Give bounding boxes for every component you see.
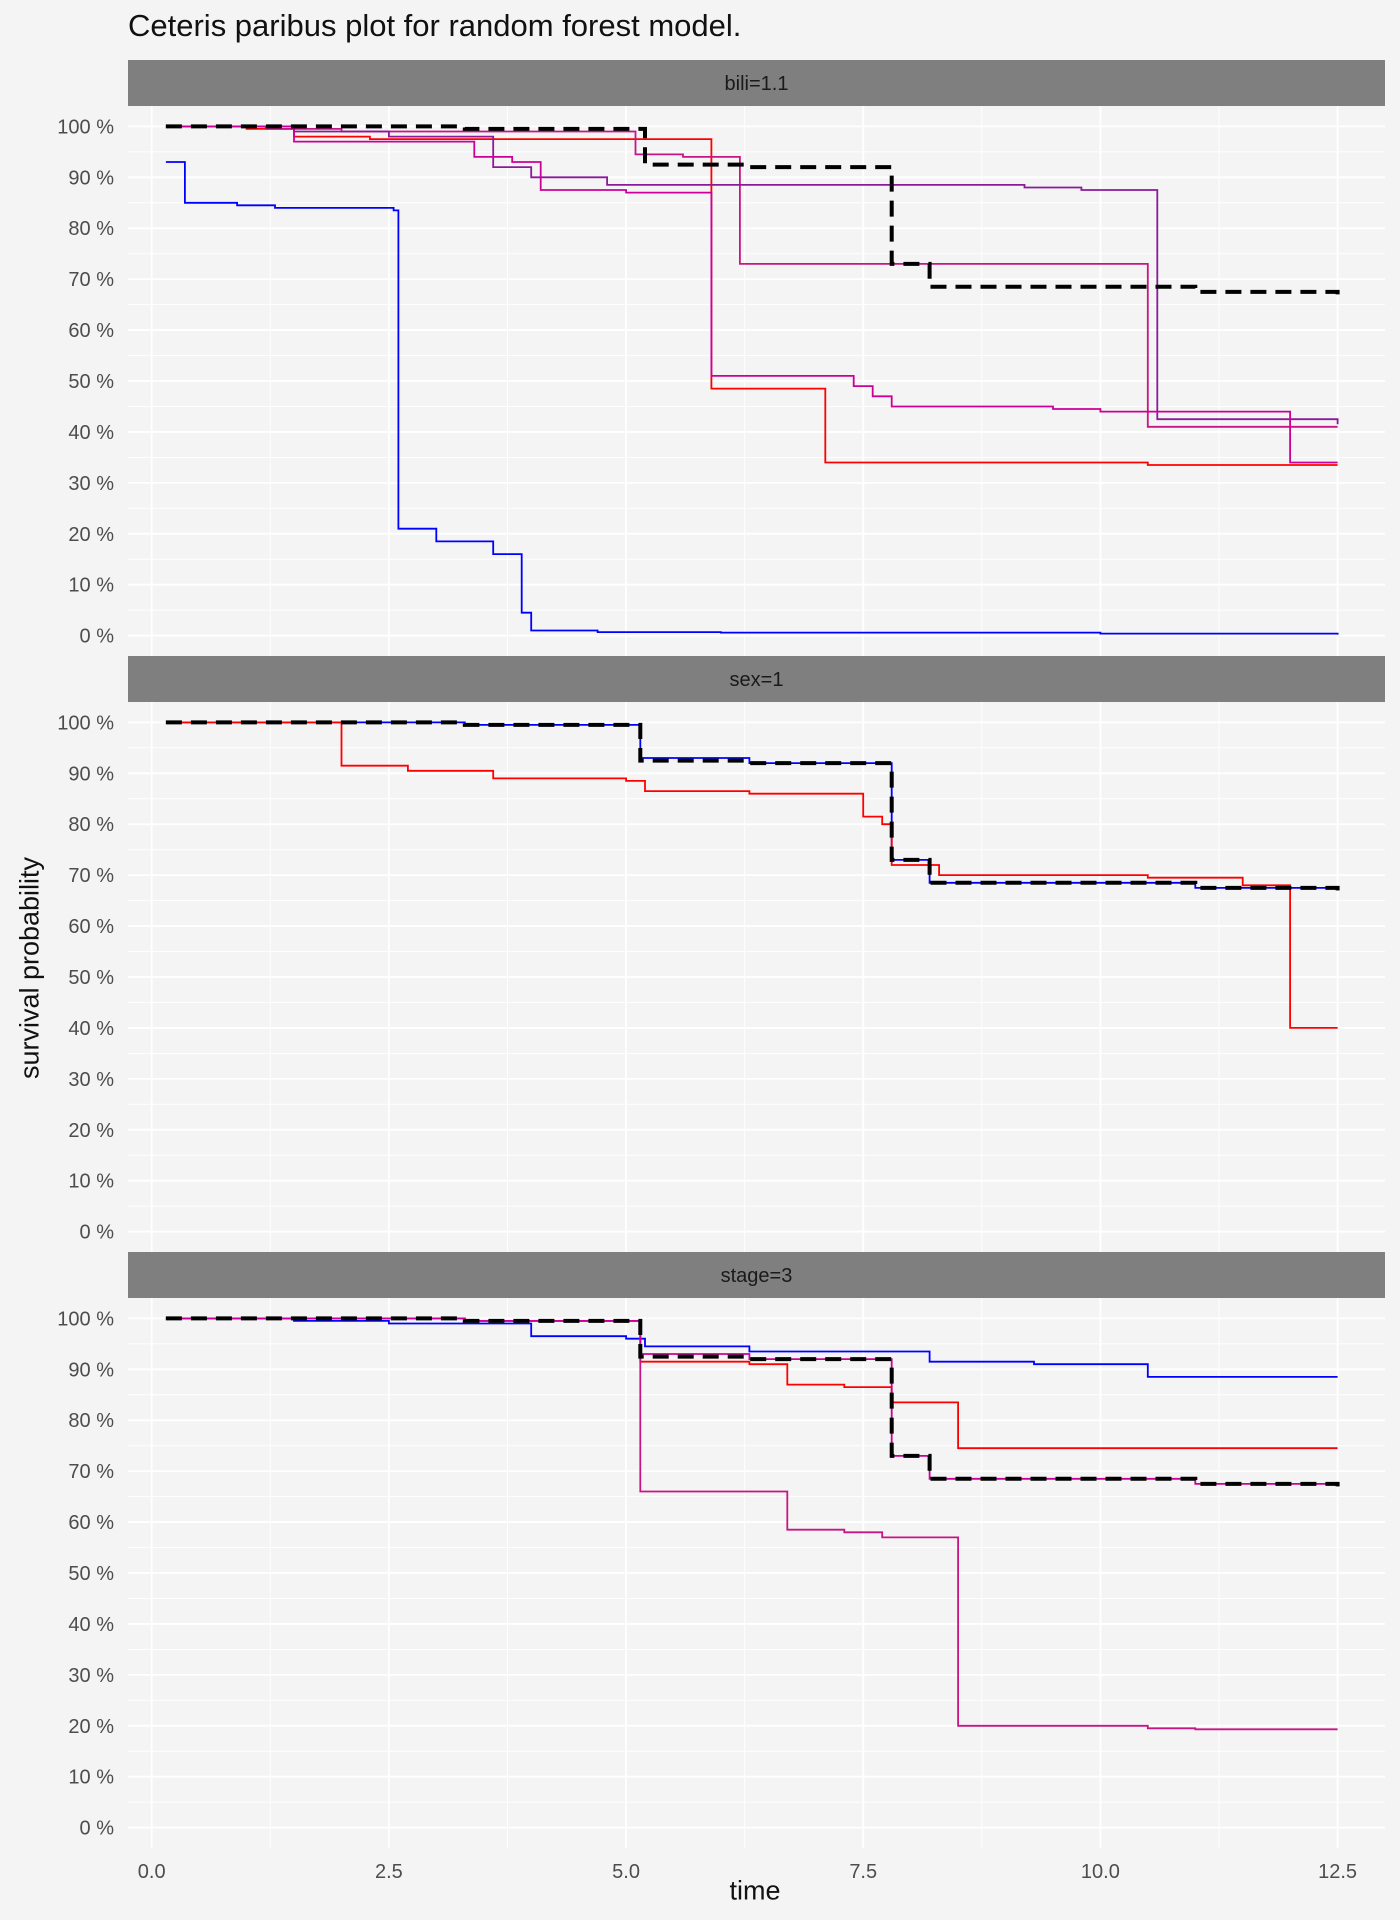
y-tick-label: 60 % bbox=[68, 916, 114, 938]
x-tick-label: 5.0 bbox=[612, 1861, 640, 1883]
observation-line bbox=[165, 124, 1340, 295]
x-tick-label: 0.0 bbox=[138, 1861, 166, 1883]
profile-line-3 bbox=[165, 125, 1338, 428]
observation-line bbox=[165, 1316, 1340, 1487]
facet-strip bbox=[128, 60, 1385, 106]
profile-line-5 bbox=[165, 125, 1338, 464]
y-tick-label: 80 % bbox=[68, 1410, 114, 1432]
facet-panel-1: bili=1.1 0 % 10 % 20 % 30 % 40 % 50 % 60 % 70 % 8… bbox=[57, 60, 1385, 656]
y-tick-label: 30 % bbox=[68, 1069, 114, 1091]
x-tick-label: 2.5 bbox=[375, 1861, 403, 1883]
facet-strip-label: bili=1.1 bbox=[725, 73, 789, 95]
y-tick-label: 50 % bbox=[68, 1563, 114, 1585]
y-tick-label: 90 % bbox=[68, 167, 114, 189]
y-tick-label: 70 % bbox=[68, 1461, 114, 1483]
y-tick-label: 60 % bbox=[68, 1512, 114, 1534]
y-tick-label: 50 % bbox=[68, 967, 114, 989]
profile-line-2 bbox=[165, 721, 1338, 1029]
y-tick-label: 70 % bbox=[68, 269, 114, 291]
x-tick-label: 12.5 bbox=[1318, 1861, 1357, 1883]
y-tick-label: 80 % bbox=[68, 814, 114, 836]
y-tick-label: 30 % bbox=[68, 473, 114, 495]
y-tick-label: 90 % bbox=[68, 763, 114, 785]
facet-strip bbox=[128, 1252, 1385, 1298]
profile-line-1 bbox=[165, 161, 1339, 635]
facet-strip bbox=[128, 656, 1385, 702]
profile-line-2 bbox=[165, 1317, 1338, 1450]
y-tick-label: 0 % bbox=[80, 1818, 115, 1840]
y-tick-label: 50 % bbox=[68, 371, 114, 393]
y-tick-label: 30 % bbox=[68, 1665, 114, 1687]
y-tick-label: 20 % bbox=[68, 1120, 114, 1142]
y-tick-label: 80 % bbox=[68, 218, 114, 240]
y-tick-label: 100 % bbox=[57, 1308, 114, 1330]
facet-strip-label: sex=1 bbox=[730, 669, 784, 691]
profile-line-3 bbox=[165, 1317, 1338, 1731]
y-tick-label: 10 % bbox=[68, 1171, 114, 1193]
x-tick-label: 7.5 bbox=[849, 1861, 877, 1883]
y-tick-label: 0 % bbox=[80, 1222, 115, 1244]
y-tick-label: 40 % bbox=[68, 1614, 114, 1636]
y-tick-label: 90 % bbox=[68, 1359, 114, 1381]
y-tick-label: 100 % bbox=[57, 116, 114, 138]
chart-title: Ceteris paribus plot for random forest m… bbox=[128, 8, 742, 43]
y-tick-label: 40 % bbox=[68, 1018, 114, 1040]
profile-line-1 bbox=[165, 1317, 1338, 1378]
y-tick-label: 20 % bbox=[68, 1716, 114, 1738]
y-tick-label: 100 % bbox=[57, 712, 114, 734]
y-tick-label: 60 % bbox=[68, 320, 114, 342]
y-tick-label: 10 % bbox=[68, 575, 114, 597]
profile-line-4 bbox=[165, 125, 1339, 425]
y-tick-label: 70 % bbox=[68, 865, 114, 887]
x-tick-label: 10.0 bbox=[1081, 1861, 1120, 1883]
y-tick-label: 40 % bbox=[68, 422, 114, 444]
profile-line-2 bbox=[165, 125, 1338, 466]
y-tick-label: 20 % bbox=[68, 524, 114, 546]
y-tick-label: 10 % bbox=[68, 1767, 114, 1789]
x-axis-label: time bbox=[729, 1875, 781, 1906]
observation-line bbox=[165, 720, 1340, 891]
facet-strip-label: stage=3 bbox=[721, 1265, 793, 1287]
facet-panel-3: stage=3 0 % 10 % 20 % 30 % 40 % 50 % 60 % 70 % 80… bbox=[57, 1252, 1385, 1848]
y-tick-label: 0 % bbox=[80, 626, 115, 648]
facet-panel-2: sex=1 0 % 10 % 20 % 30 % 40 % 50 % 60 % 70 % 80 %… bbox=[57, 656, 1385, 1252]
